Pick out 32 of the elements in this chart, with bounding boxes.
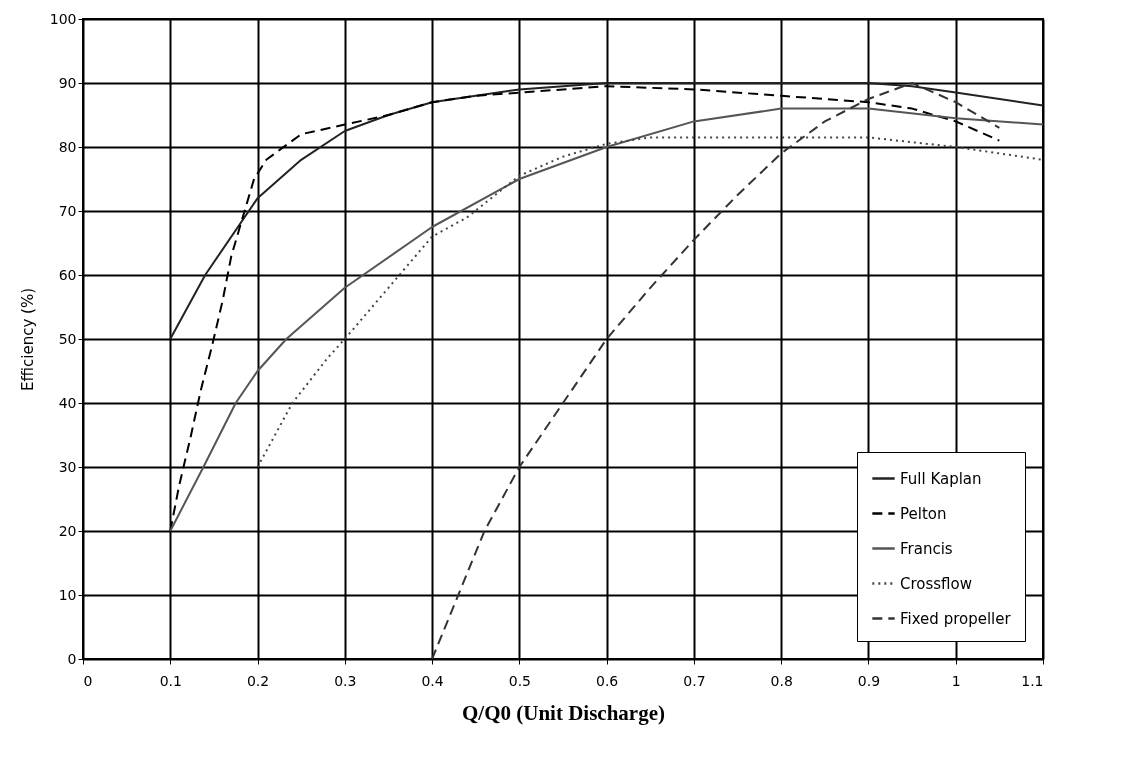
- legend-label: Full Kaplan: [900, 469, 982, 488]
- legend-label: Francis: [900, 539, 953, 558]
- x-tick-label: 0.9: [857, 672, 881, 689]
- y-tick-label: 100: [49, 10, 77, 27]
- legend-label: Pelton: [900, 504, 947, 523]
- x-tick-label: 0.1: [159, 672, 182, 689]
- x-tick-label: 1.1: [1021, 672, 1044, 689]
- x-tick-label: 0.7: [683, 672, 706, 689]
- y-tick-label: 80: [58, 138, 77, 155]
- y-tick-label: 50: [58, 330, 77, 347]
- x-tick-label: 0: [83, 672, 93, 689]
- legend-label: Fixed propeller: [900, 609, 1012, 628]
- y-tick-label: 70: [58, 202, 77, 219]
- y-tick-label: 10: [58, 586, 77, 603]
- y-tick-label: 30: [58, 458, 77, 475]
- y-tick-label: 20: [58, 522, 77, 539]
- x-tick-label: 1: [951, 672, 961, 689]
- y-tick-label: 90: [58, 74, 77, 91]
- y-tick-label: 40: [58, 394, 77, 411]
- x-tick-label: 0.3: [334, 672, 357, 689]
- y-tick-label: 0: [67, 650, 77, 667]
- y-axis-title: Efficiency (%): [18, 288, 37, 391]
- x-tick-label: 0.2: [246, 672, 270, 689]
- x-tick-label: 0.4: [421, 672, 444, 689]
- x-tick-label: 0.5: [508, 672, 531, 689]
- x-axis-title: Q/Q0 (Unit Discharge): [462, 700, 665, 725]
- legend-label: Crossflow: [900, 574, 973, 593]
- x-tick-label: 0.8: [770, 672, 793, 689]
- y-tick-label: 60: [58, 266, 77, 283]
- line-series: [256, 136, 1044, 468]
- x-tick-label: 0.6: [596, 672, 619, 689]
- line-series: [169, 82, 1044, 340]
